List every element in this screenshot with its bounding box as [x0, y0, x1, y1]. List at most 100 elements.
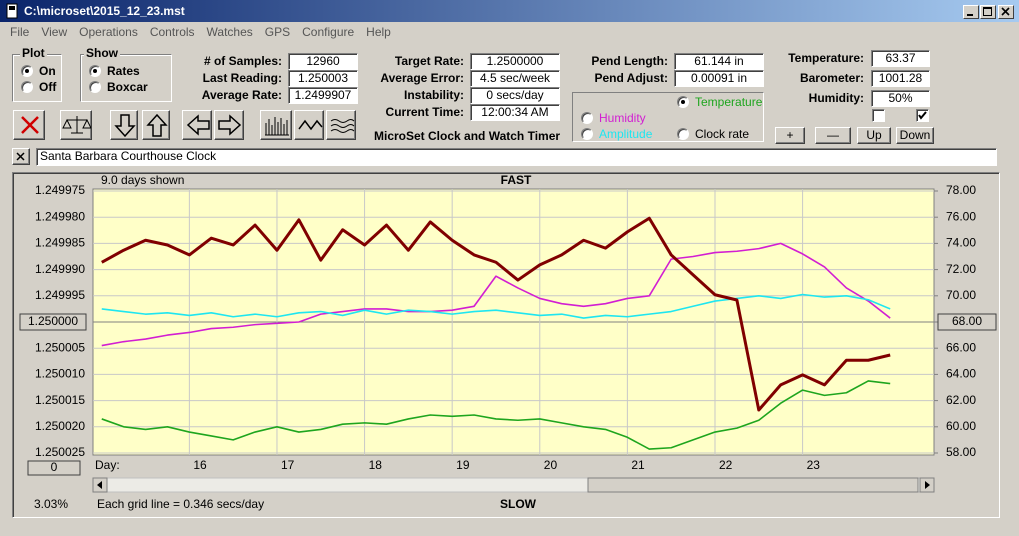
radio-dot: [93, 69, 97, 73]
menu-item[interactable]: GPS: [264, 25, 291, 39]
readout-label: Average Rate:: [201, 88, 282, 102]
title-bar: C:\microset\2015_12_23.mst: [0, 0, 1019, 22]
app-icon: [6, 3, 18, 19]
readout-label: # of Samples:: [203, 54, 282, 68]
clear-button[interactable]: [12, 148, 30, 165]
icon-button[interactable]: [294, 110, 324, 140]
radio-label[interactable]: Rates: [107, 64, 140, 78]
y-tick-label: 1.250000: [28, 314, 78, 328]
series-radio[interactable]: [581, 112, 593, 124]
icon: [186, 114, 210, 136]
maximize-icon: [983, 7, 992, 16]
readout-value: 0 secs/day: [470, 87, 560, 104]
icon-button[interactable]: [60, 110, 92, 140]
icon-button[interactable]: [214, 110, 244, 140]
button[interactable]: +: [775, 127, 805, 144]
readout-label: Temperature:: [788, 51, 864, 65]
y2-tick-label: 70.00: [946, 288, 976, 302]
readout-value: 12:00:34 AM: [470, 104, 560, 121]
radio-label[interactable]: On: [39, 64, 56, 78]
icon-button[interactable]: [13, 110, 45, 140]
offset: 0: [51, 460, 58, 474]
scroll-thumb[interactable]: [587, 477, 919, 493]
watch-name[interactable]: Santa Barbara Courthouse Clock: [36, 148, 997, 166]
series-label[interactable]: Amplitude: [599, 127, 653, 141]
button[interactable]: Down: [896, 127, 934, 144]
icon: [265, 117, 289, 136]
readout-value: 1.2500000: [470, 53, 560, 70]
series-label[interactable]: Temperature: [695, 95, 763, 109]
radio-label[interactable]: Boxcar: [107, 80, 148, 94]
readout-label: Target Rate:: [394, 54, 464, 68]
x-tick-label: 20: [544, 458, 558, 472]
icon-button[interactable]: [260, 110, 292, 140]
menu-item[interactable]: Watches: [206, 25, 253, 39]
icon-button[interactable]: [142, 110, 170, 140]
readout-label: Instability:: [403, 88, 464, 102]
y-tick-label: 1.249980: [35, 209, 85, 223]
icon-button[interactable]: [110, 110, 138, 140]
readout-value: 4.5 sec/week: [470, 70, 560, 87]
y2-tick-label: 58.00: [946, 445, 976, 459]
close-icon: [1001, 7, 1010, 16]
x-tick-label: 19: [456, 458, 470, 472]
menu-item[interactable]: Help: [366, 25, 391, 39]
menu-item[interactable]: View: [41, 25, 68, 39]
y-tick-label: 1.250025: [35, 445, 85, 459]
radio-label[interactable]: Off: [39, 80, 57, 94]
series-line: [101, 242, 891, 347]
center-box[interactable]: [19, 313, 87, 331]
menu-item[interactable]: File: [10, 25, 30, 39]
icon-button[interactable]: [326, 110, 356, 140]
window-title: C:\microset\2015_12_23.mst: [24, 4, 185, 18]
series-radio[interactable]: [581, 128, 593, 140]
x-tick-label: 16: [193, 458, 207, 472]
y2-tick-label: 62.00: [946, 393, 976, 407]
close-button[interactable]: [998, 5, 1014, 19]
offset-box[interactable]: [27, 460, 81, 476]
readout-value: 12960: [288, 53, 358, 70]
series-radio[interactable]: [677, 96, 689, 108]
menu-item[interactable]: Operations: [79, 25, 138, 39]
group-box: [80, 54, 172, 102]
x-tick-label: 18: [369, 458, 383, 472]
minimize-button[interactable]: [963, 5, 979, 19]
button[interactable]: Up: [857, 127, 891, 144]
series-label[interactable]: Clock rate: [695, 127, 750, 141]
y-tick-label: 1.250010: [35, 367, 85, 381]
series-line: [101, 380, 891, 450]
series-panel: [572, 92, 764, 142]
series-radio[interactable]: [677, 128, 689, 140]
readout-value: 1.2499907: [288, 87, 358, 104]
y2-tick-label: 68.00: [952, 314, 982, 328]
readout-label: Pend Adjust:: [594, 71, 668, 85]
y-tick-label: 1.250015: [35, 393, 85, 407]
y2-tick-label: 64.00: [946, 367, 976, 381]
scroll-right-arrow: [925, 481, 930, 489]
days-shown: 9.0 days shown: [101, 173, 184, 187]
radio-button[interactable]: [21, 81, 33, 93]
readout-value: 0.00091 in: [674, 70, 764, 87]
y2-tick-label: 74.00: [946, 236, 976, 250]
bottom-label: SLOW: [500, 497, 537, 511]
y2-tick-label: 66.00: [946, 340, 976, 354]
center-box[interactable]: [937, 313, 997, 331]
icon: [146, 113, 168, 137]
button[interactable]: —: [815, 127, 851, 144]
icon-button[interactable]: [182, 110, 212, 140]
menu-item[interactable]: Controls: [149, 25, 195, 39]
series-label[interactable]: Humidity: [599, 111, 646, 125]
group-title: Plot: [20, 46, 47, 60]
icon: [298, 119, 323, 131]
menu-bar: File View Operations Controls Watches GPS Conf…: [4, 24, 397, 42]
y-tick-label: 1.250020: [35, 419, 85, 433]
radio-button[interactable]: [89, 65, 101, 77]
readout-value: 1001.28: [871, 70, 930, 87]
maximize-button[interactable]: [980, 5, 996, 19]
radio-button[interactable]: [21, 65, 33, 77]
series-line: [101, 216, 891, 412]
menu-item[interactable]: Configure: [302, 25, 355, 39]
checkbox[interactable]: [916, 109, 929, 122]
checkbox[interactable]: [872, 109, 885, 122]
radio-button[interactable]: [89, 81, 101, 93]
